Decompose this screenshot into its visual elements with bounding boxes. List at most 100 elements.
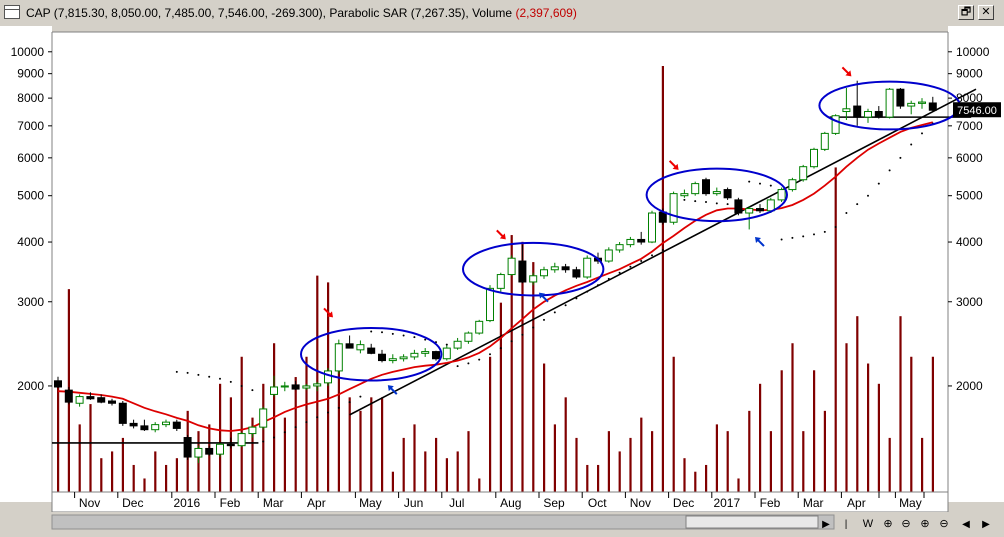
sar-dot — [759, 182, 761, 185]
volume-bar — [802, 431, 805, 492]
scrollbar-thumb[interactable] — [685, 515, 819, 529]
x-tick-label: Nov — [630, 496, 651, 510]
blue-arrow-shaft — [757, 239, 765, 247]
y-tick-label-left: 6000 — [17, 151, 44, 165]
candle-body — [864, 111, 872, 118]
volume-bar — [165, 464, 168, 492]
volume-bar — [219, 383, 222, 492]
x-tick-label: Apr — [307, 496, 326, 510]
sar-dot — [867, 194, 869, 197]
candle-body — [345, 343, 354, 349]
volume-bar — [877, 383, 880, 492]
y-tick-label-left: 9000 — [17, 67, 44, 81]
sar-dot — [521, 333, 524, 336]
candle-body — [540, 269, 548, 277]
toolbar-button-2[interactable]: ⊕ — [883, 518, 892, 530]
volume-bar — [78, 424, 81, 492]
y-tick-label-right: 9000 — [956, 67, 983, 81]
x-tick-label: 2017 — [713, 496, 740, 510]
sar-dot — [607, 277, 610, 280]
volume-bar — [910, 356, 913, 492]
candle-body — [788, 179, 797, 191]
candle-body — [388, 358, 397, 362]
volume-bar — [121, 437, 124, 492]
x-tick-label: Sep — [543, 496, 565, 510]
candle-body — [928, 102, 937, 111]
red-arrow-shaft — [323, 307, 331, 316]
y-tick-label-right: 7000 — [956, 119, 983, 133]
candle-body — [302, 385, 311, 389]
candle-body — [615, 244, 624, 251]
sar-dot — [424, 338, 427, 341]
volume-bar — [597, 464, 600, 492]
toolbar-button-3[interactable]: ⊖ — [901, 518, 910, 530]
volume-bar — [154, 451, 157, 492]
volume-bar — [402, 437, 405, 492]
volume-bar — [856, 316, 859, 492]
x-tick-label: Dec — [122, 496, 143, 510]
sar-dot — [532, 326, 535, 329]
close-button[interactable]: ✕ — [978, 5, 994, 20]
sar-dot — [564, 304, 567, 307]
volume-bar — [359, 410, 362, 492]
sar-dot — [510, 340, 513, 343]
candle-body — [399, 356, 408, 360]
volume-bar — [337, 343, 340, 492]
x-tick-label: Oct — [588, 496, 607, 510]
candle-body — [723, 189, 732, 199]
candle-body — [756, 208, 764, 212]
sar-dot — [618, 271, 621, 274]
volume-bar — [834, 167, 837, 492]
toolbar-button-4[interactable]: ⊕ — [920, 518, 929, 530]
consolidation-ellipse — [645, 167, 788, 223]
candle-body — [313, 383, 322, 387]
candle-body — [334, 343, 343, 372]
volume-bar — [132, 464, 135, 492]
y-tick-label-right: 4000 — [956, 235, 983, 249]
candle-body — [853, 105, 862, 118]
y-tick-label-left: 3000 — [17, 295, 44, 309]
close-icon: ✕ — [981, 5, 991, 18]
sar-dot — [748, 180, 751, 183]
sar-dot — [802, 235, 805, 238]
candle-body — [874, 111, 883, 118]
blue-arrow-icon — [755, 237, 761, 244]
volume-bar — [726, 431, 729, 492]
sar-dot — [921, 132, 923, 135]
sar-dot — [899, 156, 902, 159]
sar-dot — [834, 226, 837, 229]
toolbar-button-1[interactable]: W — [863, 518, 874, 530]
x-tick-label: Mar — [803, 496, 824, 510]
sar-dot — [877, 182, 880, 185]
candle-body — [604, 249, 613, 262]
scroll-right-icon: ▶ — [822, 519, 830, 530]
chart-area[interactable]: 2000 2000 3000 3000 4000 4000 5000 5000 6000 6000… — [0, 26, 1004, 532]
candle-body — [918, 101, 926, 104]
candle-body — [518, 260, 527, 283]
volume-bar — [143, 478, 146, 492]
volume-bar — [564, 397, 567, 492]
x-tick-label: May — [359, 496, 382, 510]
candle-body — [183, 437, 192, 458]
scrollbar-track[interactable] — [51, 514, 835, 530]
volume-bar — [251, 417, 254, 492]
candle-body — [291, 384, 300, 390]
volume-bar — [532, 262, 535, 492]
candle-body — [54, 380, 62, 388]
candle-body — [410, 352, 419, 358]
toolbar-button-5[interactable]: ⊖ — [939, 518, 948, 530]
consolidation-ellipse — [462, 241, 605, 297]
candle-body — [64, 389, 73, 403]
red-arrow-shaft — [496, 229, 504, 238]
sar-dot — [910, 143, 913, 146]
candle-body — [194, 447, 203, 458]
sar-dot — [651, 254, 653, 257]
candle-body — [118, 402, 127, 424]
candle-body — [378, 353, 386, 362]
red-arrow-shaft — [668, 160, 677, 168]
title-quote: CAP (7,815.30, 8,050.00, 7,485.00, 7,546… — [26, 6, 516, 20]
candle-body — [561, 266, 570, 271]
restore-button[interactable]: 🗗 — [958, 5, 974, 20]
price-chart[interactable]: 2000 2000 3000 3000 4000 4000 5000 5000 6000 6000… — [0, 26, 1004, 532]
candle-body — [367, 347, 376, 354]
